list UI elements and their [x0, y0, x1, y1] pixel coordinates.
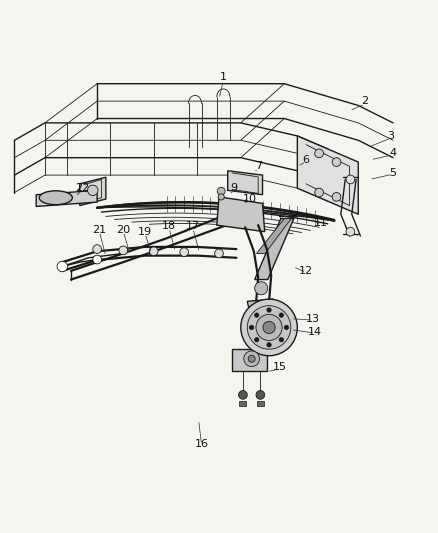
Polygon shape [297, 136, 358, 214]
Circle shape [217, 187, 225, 195]
Text: 2: 2 [361, 96, 368, 106]
Polygon shape [240, 401, 247, 406]
Circle shape [149, 247, 158, 256]
Circle shape [346, 228, 355, 236]
Polygon shape [217, 197, 265, 232]
Text: 17: 17 [186, 221, 200, 231]
Polygon shape [228, 171, 262, 195]
Circle shape [244, 351, 259, 367]
Circle shape [256, 314, 282, 341]
Circle shape [332, 158, 341, 166]
Circle shape [315, 149, 323, 158]
Circle shape [241, 299, 297, 356]
Polygon shape [256, 219, 291, 254]
Text: 16: 16 [194, 439, 208, 449]
Circle shape [279, 337, 283, 342]
Text: 20: 20 [116, 224, 131, 235]
Polygon shape [232, 349, 267, 371]
Polygon shape [247, 299, 280, 321]
Circle shape [57, 261, 67, 272]
Ellipse shape [39, 191, 72, 205]
Text: 1: 1 [220, 72, 227, 82]
Circle shape [279, 313, 283, 317]
Circle shape [263, 321, 275, 334]
Text: 10: 10 [243, 194, 257, 204]
Text: 18: 18 [162, 221, 176, 231]
Circle shape [267, 308, 271, 312]
Text: 6: 6 [303, 155, 310, 165]
Circle shape [250, 325, 254, 329]
Circle shape [315, 188, 323, 197]
Text: 9: 9 [231, 183, 238, 193]
Circle shape [88, 185, 98, 196]
Text: 7: 7 [254, 161, 262, 172]
Circle shape [93, 255, 102, 264]
Circle shape [215, 249, 223, 258]
Circle shape [180, 248, 188, 256]
Polygon shape [80, 177, 106, 206]
Text: 4: 4 [389, 148, 397, 158]
Circle shape [218, 194, 224, 200]
Circle shape [248, 356, 255, 362]
Text: 14: 14 [307, 327, 322, 337]
Circle shape [284, 325, 289, 329]
Circle shape [332, 192, 341, 201]
Circle shape [93, 245, 102, 254]
Circle shape [346, 175, 355, 184]
Polygon shape [36, 190, 97, 206]
Text: 15: 15 [273, 362, 287, 373]
Text: 22: 22 [75, 183, 89, 193]
Text: 12: 12 [299, 266, 313, 276]
Circle shape [254, 282, 268, 295]
Circle shape [256, 391, 265, 399]
Circle shape [254, 337, 259, 342]
Circle shape [239, 391, 247, 399]
Text: 19: 19 [138, 227, 152, 237]
Circle shape [254, 313, 259, 317]
Circle shape [119, 246, 127, 255]
Text: 21: 21 [92, 224, 106, 235]
Polygon shape [254, 219, 294, 279]
Polygon shape [257, 401, 264, 406]
Text: 3: 3 [388, 131, 394, 141]
Text: 5: 5 [389, 168, 396, 178]
Circle shape [247, 305, 291, 349]
Circle shape [267, 343, 271, 347]
Text: 13: 13 [306, 314, 320, 324]
Text: 11: 11 [314, 218, 328, 228]
